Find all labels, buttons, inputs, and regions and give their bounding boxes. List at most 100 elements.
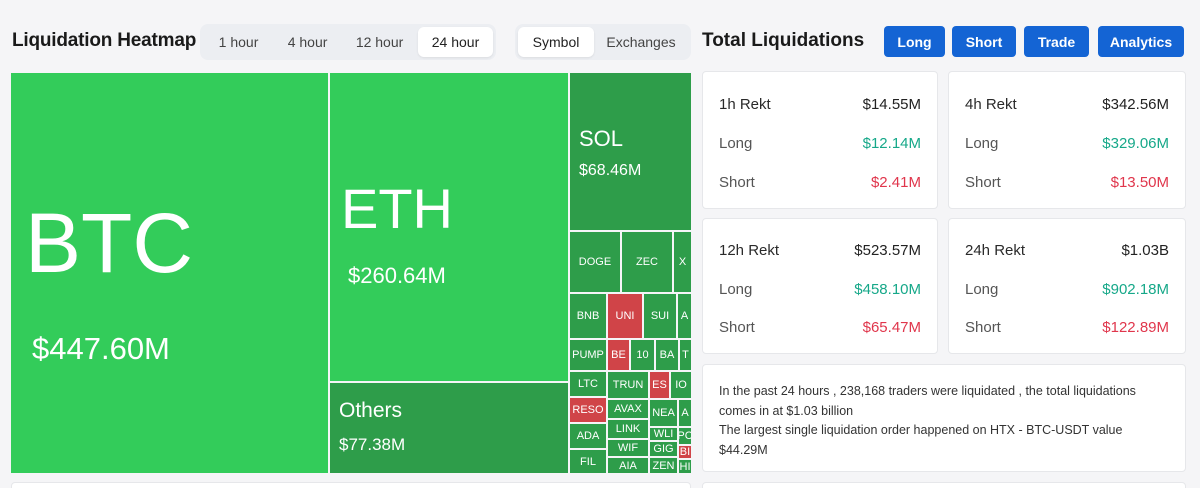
short-label: Short <box>719 174 755 191</box>
treemap-cell-avax[interactable]: AVAX <box>608 400 648 418</box>
cell-symbol: BNB <box>576 310 600 322</box>
treemap-cell-reso[interactable]: RESO <box>570 398 606 422</box>
treemap-cell-zec[interactable]: ZEC <box>622 232 672 292</box>
cell-symbol: NEA <box>652 407 675 419</box>
treemap-cell-eth[interactable]: ETH $260.64M <box>330 73 568 381</box>
short-button[interactable]: Short <box>952 26 1016 57</box>
treemap-cell-10[interactable]: 10 <box>631 340 654 370</box>
cell-symbol: T <box>682 349 689 361</box>
time-option-24h[interactable]: 24 hour <box>418 27 493 57</box>
treemap-cell-a2[interactable]: A <box>679 400 691 426</box>
card-total: $342.56M <box>1102 96 1169 113</box>
cell-symbol: UNI <box>615 310 635 322</box>
treemap-cell-wli[interactable]: WLI <box>650 428 677 440</box>
treemap-cell-trun[interactable]: TRUN <box>608 372 648 398</box>
cell-symbol: PC <box>679 430 691 442</box>
cell-symbol: BA <box>659 349 675 361</box>
short-label: Short <box>965 319 1001 336</box>
treemap-cell-others[interactable]: Others $77.38M <box>330 383 568 473</box>
long-value: $458.10M <box>854 281 921 298</box>
cell-symbol: BI <box>679 446 691 458</box>
treemap-cell-link[interactable]: LINK <box>608 420 648 438</box>
long-label: Long <box>965 281 999 298</box>
cell-symbol: BE <box>611 349 626 361</box>
cell-symbol: SOL <box>579 126 624 151</box>
cell-symbol: A <box>681 407 689 419</box>
treemap-cell-aia[interactable]: AIA <box>608 458 648 473</box>
treemap-cell-ada[interactable]: ADA <box>570 424 606 448</box>
card-label: 4h Rekt <box>965 96 1017 113</box>
short-value: $2.41M <box>870 174 921 191</box>
treemap-cell-io[interactable]: IO <box>671 372 691 398</box>
treemap-cell-doge[interactable]: DOGE <box>570 232 620 292</box>
cell-symbol: ES <box>652 379 667 391</box>
short-value: $122.89M <box>1102 319 1169 336</box>
trade-button[interactable]: Trade <box>1024 26 1089 57</box>
short-value: $13.50M <box>1110 174 1169 191</box>
cell-symbol: ADA <box>576 430 600 442</box>
treemap-cell-zen[interactable]: ZEN <box>650 458 677 473</box>
long-label: Long <box>965 135 999 152</box>
cell-symbol: LTC <box>578 378 598 390</box>
cell-symbol: DOGE <box>578 256 612 268</box>
cell-symbol: AVAX <box>614 403 642 415</box>
time-option-12h[interactable]: 12 hour <box>355 34 404 50</box>
group-mode-selector: Symbol Exchanges <box>515 24 691 60</box>
liquidation-treemap: BTC $447.60M ETH $260.64M Others $77.38M… <box>11 73 691 473</box>
total-liquidations-title: Total Liquidations <box>702 30 865 51</box>
treemap-cell-pc[interactable]: PC <box>679 428 691 444</box>
cell-symbol: A <box>680 310 689 322</box>
cell-symbol: Others <box>339 399 403 422</box>
treemap-cell-gig[interactable]: GIG <box>650 442 677 456</box>
treemap-cell-bi[interactable]: BI <box>679 446 691 458</box>
treemap-cell-sui[interactable]: SUI <box>644 294 676 338</box>
treemap-cell-be[interactable]: BE <box>608 340 629 370</box>
treemap-cell-a[interactable]: A <box>678 294 691 338</box>
time-option-1h[interactable]: 1 hour <box>218 34 259 50</box>
short-value: $65.47M <box>862 319 921 336</box>
treemap-cell-ba[interactable]: BA <box>656 340 678 370</box>
cell-value: $447.60M <box>32 331 170 366</box>
heatmap-title: Liquidation Heatmap <box>12 30 197 51</box>
treemap-cell-ltc[interactable]: LTC <box>570 372 606 396</box>
cell-symbol: TRUN <box>612 379 644 391</box>
time-option-4h[interactable]: 4 hour <box>287 34 328 50</box>
stat-card-24h: 24h Rekt $1.03B Long $902.18M Short $122.89… <box>948 218 1186 354</box>
treemap-cell-uni[interactable]: UNI <box>608 294 642 338</box>
next-panel-left <box>11 482 691 488</box>
treemap-cell-btc[interactable]: BTC $447.60M <box>11 73 328 473</box>
cell-value: $77.38M <box>339 435 406 454</box>
treemap-cell-sol[interactable]: SOL $68.46M <box>570 73 691 230</box>
treemap-cell-t[interactable]: T <box>680 340 691 370</box>
treemap-cell-bnb[interactable]: BNB <box>570 294 606 338</box>
cell-symbol: GIG <box>653 443 674 455</box>
cell-symbol: BTC <box>25 196 193 290</box>
cell-symbol: ETH <box>341 177 453 240</box>
long-label: Long <box>719 281 753 298</box>
mode-option-exchanges[interactable]: Exchanges <box>606 34 676 50</box>
long-label: Long <box>719 135 753 152</box>
card-total: $1.03B <box>1121 242 1169 259</box>
cell-symbol: WLI <box>653 428 674 440</box>
mode-option-symbol[interactable]: Symbol <box>518 27 594 57</box>
long-value: $902.18M <box>1102 281 1169 298</box>
stat-card-12h: 12h Rekt $523.57M Long $458.10M Short $65.4… <box>702 218 938 354</box>
card-label: 12h Rekt <box>719 242 780 259</box>
stat-card-4h: 4h Rekt $342.56M Long $329.06M Short $13.50… <box>948 71 1186 209</box>
cell-symbol: X <box>678 256 687 268</box>
treemap-cell-wif[interactable]: WIF <box>608 440 648 456</box>
cell-symbol: ZEN <box>652 459 675 472</box>
card-label: 24h Rekt <box>965 242 1026 259</box>
cell-symbol: LINK <box>615 423 641 435</box>
treemap-cell-x[interactable]: X <box>674 232 691 292</box>
analytics-button[interactable]: Analytics <box>1098 26 1184 57</box>
treemap-cell-pump[interactable]: PUMP <box>570 340 606 370</box>
treemap-cell-hi[interactable]: HI <box>679 460 691 473</box>
summary-line-largest-order: The largest single liquidation order hap… <box>719 423 1123 457</box>
cell-symbol: RESO <box>572 404 604 416</box>
treemap-cell-nea[interactable]: NEA <box>650 400 677 426</box>
treemap-cell-es[interactable]: ES <box>650 372 669 398</box>
short-label: Short <box>965 174 1001 191</box>
treemap-cell-fil[interactable]: FIL <box>570 450 606 473</box>
long-button[interactable]: Long <box>884 26 945 57</box>
